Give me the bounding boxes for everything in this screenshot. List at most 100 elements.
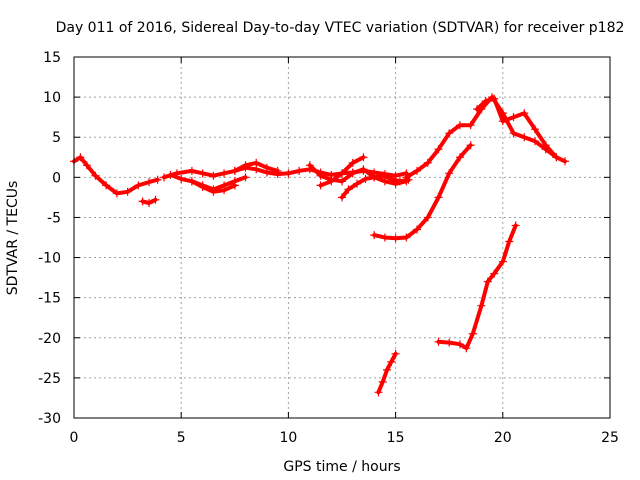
- data-point: [387, 174, 396, 183]
- y-tick-label: 15: [43, 50, 61, 66]
- data-point: [230, 166, 239, 175]
- y-tick-label: -30: [38, 411, 61, 427]
- data-point: [112, 189, 121, 198]
- data-point: [145, 178, 154, 187]
- x-tick-label: 0: [70, 430, 79, 446]
- data-point: [177, 174, 186, 183]
- data-point: [220, 169, 229, 178]
- data-point: [462, 344, 471, 353]
- y-tick-label: -5: [47, 210, 61, 226]
- data-point: [338, 177, 346, 186]
- data-point: [423, 158, 432, 167]
- data-point: [541, 141, 550, 150]
- series-track-1: [70, 153, 162, 198]
- data-point: [391, 234, 400, 243]
- data-point: [455, 153, 464, 162]
- y-tick-label: 5: [52, 130, 61, 146]
- series-track-13: [374, 349, 400, 397]
- x-tick-label: 20: [494, 430, 512, 446]
- data-point: [445, 169, 454, 178]
- y-tick-label: 10: [43, 90, 61, 106]
- series-group: [70, 93, 569, 397]
- data-point: [353, 179, 362, 188]
- series-track-6: [230, 158, 282, 175]
- data-point: [295, 166, 304, 175]
- data-point: [477, 301, 486, 310]
- data-point: [241, 173, 250, 182]
- y-tick-label: -10: [38, 251, 61, 267]
- series-line: [436, 223, 518, 351]
- data-point: [138, 197, 147, 206]
- data-point: [483, 277, 492, 286]
- data-point: [498, 257, 507, 266]
- data-point: [402, 233, 411, 242]
- data-point: [348, 169, 357, 178]
- data-point: [252, 158, 261, 167]
- series-track-14: [434, 221, 520, 353]
- series-line: [372, 143, 473, 241]
- data-point: [395, 177, 404, 186]
- data-point: [82, 161, 91, 170]
- data-point: [560, 157, 569, 166]
- series-track-5: [187, 177, 239, 196]
- data-point: [338, 169, 346, 178]
- data-point: [284, 169, 293, 178]
- data-point: [359, 153, 368, 162]
- data-point: [91, 171, 100, 180]
- data-point: [344, 185, 353, 194]
- series-line: [72, 155, 160, 196]
- data-point: [76, 153, 85, 162]
- data-point: [348, 158, 357, 167]
- data-point: [473, 105, 482, 114]
- data-point: [151, 195, 160, 204]
- data-point: [209, 187, 218, 196]
- data-point: [102, 181, 111, 190]
- data-point: [230, 181, 239, 190]
- data-point: [380, 177, 389, 186]
- data-point: [374, 388, 383, 397]
- data-point: [383, 365, 392, 374]
- x-tick-label: 25: [601, 430, 619, 446]
- data-point: [145, 199, 154, 208]
- y-axis-label: SDTVAR / TECUs: [5, 181, 21, 296]
- data-point: [187, 166, 196, 175]
- series-line: [307, 163, 409, 186]
- data-point: [370, 173, 379, 182]
- y-tick-label: -15: [38, 291, 61, 307]
- data-point: [198, 182, 207, 191]
- data-point: [316, 181, 325, 190]
- data-point: [387, 357, 396, 366]
- y-tick-label: 0: [52, 170, 61, 186]
- data-point: [434, 193, 443, 202]
- data-point: [445, 338, 454, 347]
- data-point: [455, 340, 464, 349]
- data-point: [413, 225, 422, 234]
- data-point: [134, 181, 143, 190]
- x-tick-label: 5: [177, 430, 186, 446]
- data-point: [378, 377, 387, 386]
- data-point: [338, 193, 346, 202]
- data-point: [520, 109, 529, 118]
- data-point: [552, 153, 561, 162]
- data-point: [468, 329, 477, 338]
- data-point: [198, 169, 207, 178]
- chart-title: Day 011 of 2016, Sidereal Day-to-day VTE…: [56, 20, 625, 36]
- data-point: [359, 165, 368, 174]
- data-point: [530, 137, 539, 146]
- data-point: [520, 133, 529, 142]
- data-point: [413, 166, 422, 175]
- data-point: [509, 129, 518, 138]
- data-point: [466, 121, 475, 130]
- data-point: [153, 175, 162, 184]
- tick-labels: 0 5 10 15 20 25 -30 -25 -20 -15 -10 -5 0 5 10 15: [38, 50, 619, 446]
- data-point: [241, 161, 250, 170]
- data-point: [481, 97, 490, 106]
- x-tick-label: 10: [279, 430, 297, 446]
- data-point: [511, 221, 520, 230]
- data-point: [380, 233, 389, 242]
- data-point: [434, 337, 443, 346]
- data-point: [123, 187, 132, 196]
- y-tick-label: -20: [38, 331, 61, 347]
- series-track-2: [138, 195, 160, 208]
